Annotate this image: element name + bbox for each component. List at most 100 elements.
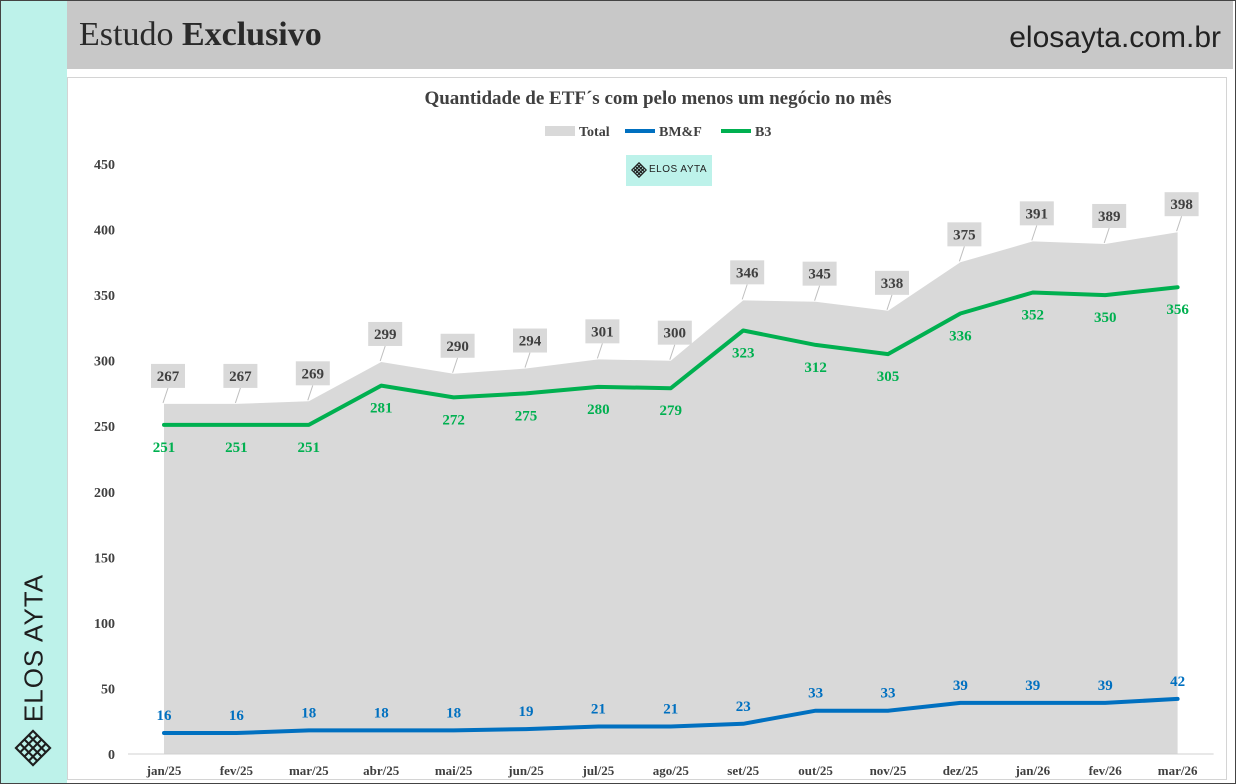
total-leader-line xyxy=(1103,227,1110,244)
total-data-label: 267 xyxy=(157,369,180,385)
b3-data-label: 251 xyxy=(153,440,176,456)
total-leader-line xyxy=(1176,216,1183,232)
bmf-data-label: 18 xyxy=(446,705,461,721)
x-tick-label: set/25 xyxy=(727,763,759,778)
total-data-label: 389 xyxy=(1098,209,1121,225)
b3-data-label: 251 xyxy=(298,440,321,456)
x-tick-label: dez/25 xyxy=(943,763,979,778)
b3-data-label: 336 xyxy=(949,328,972,344)
total-data-label: 398 xyxy=(1170,197,1193,213)
total-leader-line xyxy=(669,344,676,360)
total-label-box xyxy=(585,319,620,344)
lattice-diamond-icon xyxy=(631,162,647,178)
total-data-label: 346 xyxy=(736,265,759,281)
b3-data-label: 312 xyxy=(804,360,827,376)
total-data-label: 391 xyxy=(1026,206,1049,222)
bmf-data-label: 39 xyxy=(953,678,968,694)
chart-title: Quantidade de ETF´s com pelo menos um ne… xyxy=(424,88,891,109)
total-leader-line xyxy=(1031,225,1038,241)
total-label-box xyxy=(875,270,909,295)
b3-data-label: 305 xyxy=(877,369,900,385)
total-leader-line xyxy=(162,387,169,404)
page-title: Estudo Exclusivo xyxy=(79,16,322,54)
x-tick-label: jul/25 xyxy=(582,763,615,778)
b3-data-label: 272 xyxy=(442,412,465,428)
total-label-box xyxy=(1019,201,1054,226)
b3-data-label: 281 xyxy=(370,401,393,417)
y-tick-label: 50 xyxy=(101,682,115,697)
total-label-box xyxy=(1092,203,1127,228)
x-tick-label: abr/25 xyxy=(363,763,400,778)
x-tick-label: jun/25 xyxy=(507,763,544,778)
total-label-box xyxy=(802,261,837,286)
site-url: elosayta.com.br xyxy=(1009,21,1221,54)
x-tick-label: nov/25 xyxy=(870,763,907,778)
bmf-data-label: 16 xyxy=(229,708,245,724)
b3-data-label: 251 xyxy=(225,440,248,456)
total-leader-line xyxy=(741,284,748,300)
total-label-box xyxy=(223,363,258,388)
total-data-label: 299 xyxy=(374,327,397,343)
x-tick-label: fev/25 xyxy=(220,763,254,778)
bmf-data-label: 39 xyxy=(1098,678,1113,694)
legend-label-1: Total xyxy=(579,125,610,140)
sidebar-brand-text-wrapper: ELOS AYTA xyxy=(1,563,67,733)
chart-border xyxy=(67,77,1227,780)
total-leader-line xyxy=(524,352,531,368)
total-area xyxy=(164,232,1178,754)
bmf-data-label: 19 xyxy=(519,704,534,720)
bmf-data-label: 39 xyxy=(1025,678,1040,694)
y-tick-label: 0 xyxy=(108,748,115,763)
total-label-box xyxy=(657,320,692,345)
total-leader-line xyxy=(379,345,386,362)
bmf-data-label: 21 xyxy=(591,701,606,717)
b3-data-label: 280 xyxy=(587,402,610,418)
x-tick-label: mai/25 xyxy=(435,763,473,778)
total-label-box xyxy=(730,260,765,285)
watermark-text: ELOS AYTA xyxy=(649,164,708,175)
page-title-regular: Estudo xyxy=(79,16,182,53)
b3-data-label: 275 xyxy=(515,408,538,424)
x-tick-label: mar/26 xyxy=(1158,763,1198,778)
x-tick-label: mar/25 xyxy=(289,763,329,778)
x-tick-label: out/25 xyxy=(798,763,833,778)
total-label-box xyxy=(513,328,547,353)
brand-sidebar: ELOS AYTA xyxy=(1,1,67,783)
total-data-label: 300 xyxy=(664,326,687,342)
total-data-label: 338 xyxy=(881,276,904,292)
y-tick-label: 300 xyxy=(94,355,115,370)
y-tick-label: 150 xyxy=(94,551,115,566)
bmf-data-label: 21 xyxy=(663,701,678,717)
lattice-diamond-icon xyxy=(14,729,52,767)
total-data-label: 375 xyxy=(953,227,976,243)
x-tick-label: jan/25 xyxy=(146,763,182,778)
x-tick-label: fev/26 xyxy=(1089,763,1123,778)
y-tick-label: 350 xyxy=(94,289,115,304)
x-tick-label: ago/25 xyxy=(653,763,690,778)
b3-data-label: 350 xyxy=(1094,310,1117,326)
total-leader-line xyxy=(814,285,821,301)
page-title-bold: Exclusivo xyxy=(181,16,322,53)
x-tick-label: jan/26 xyxy=(1014,763,1050,778)
watermark-badge: ELOS AYTA xyxy=(626,155,712,186)
total-data-label: 267 xyxy=(229,369,252,385)
legend-label-2: BM&F xyxy=(659,125,702,140)
y-tick-label: 400 xyxy=(94,224,115,239)
total-data-label: 345 xyxy=(808,267,831,283)
bmf-data-label: 42 xyxy=(1170,674,1185,690)
bmf-data-label: 23 xyxy=(736,699,751,715)
total-data-label: 294 xyxy=(519,334,542,350)
total-leader-line xyxy=(234,387,241,404)
total-label-box xyxy=(947,222,982,247)
bmf-data-label: 18 xyxy=(374,705,389,721)
total-label-box xyxy=(295,361,330,386)
total-label-box xyxy=(440,333,475,358)
total-data-label: 290 xyxy=(446,339,469,355)
b3-line xyxy=(162,285,1180,427)
total-label-box xyxy=(1164,192,1199,217)
total-leader-line xyxy=(452,357,459,373)
y-tick-label: 250 xyxy=(94,420,115,435)
page-header: Estudo Exclusivo elosayta.com.br xyxy=(67,1,1233,69)
sidebar-brand-text: ELOS AYTA xyxy=(18,573,49,723)
y-tick-label: 200 xyxy=(94,486,115,501)
